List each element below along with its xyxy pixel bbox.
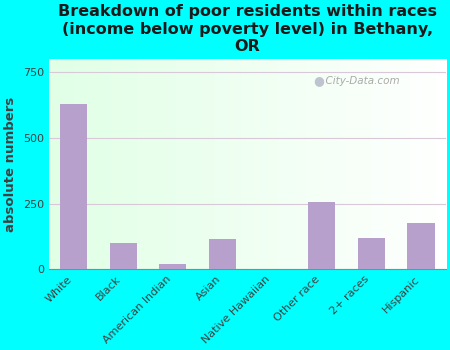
Text: ●: ● — [313, 75, 324, 88]
Bar — [109, 243, 137, 269]
Bar — [308, 202, 335, 269]
Bar — [407, 223, 435, 269]
Title: Breakdown of poor residents within races
(income below poverty level) in Bethany: Breakdown of poor residents within races… — [58, 4, 437, 54]
Bar — [60, 104, 87, 269]
Y-axis label: absolute numbers: absolute numbers — [4, 97, 17, 232]
Bar — [358, 238, 385, 269]
Text: City-Data.com: City-Data.com — [319, 77, 400, 86]
Bar — [159, 264, 186, 269]
Bar — [209, 239, 236, 269]
